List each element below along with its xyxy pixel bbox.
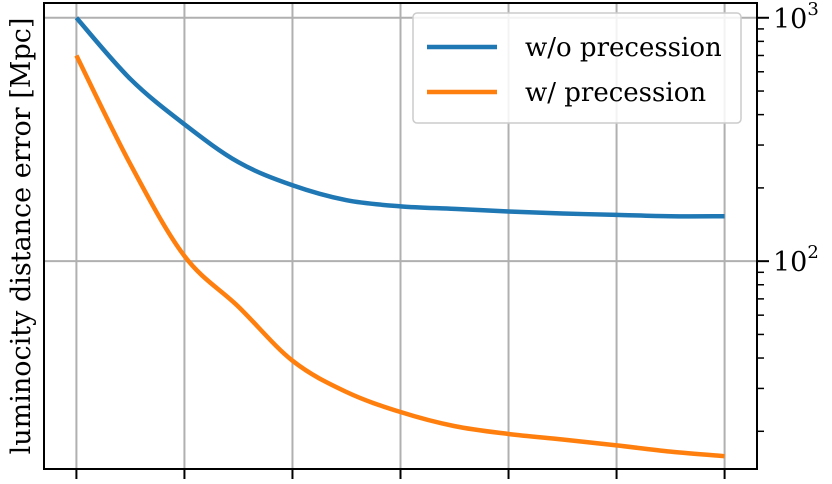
- y-tick-label: 102: [773, 242, 819, 278]
- y-tick-label: 103: [773, 0, 819, 35]
- legend-label-0: w/o precession: [525, 33, 722, 63]
- legend: w/o precession w/ precession: [412, 12, 742, 124]
- ticks: 102 103: [75, 0, 819, 479]
- legend-box: [412, 12, 742, 124]
- y-axis-label: luminocity distance error [Mpc]: [6, 18, 37, 455]
- legend-label-1: w/ precession: [525, 78, 706, 108]
- series-line-1: [74, 54, 725, 459]
- series-line-0: [74, 16, 725, 219]
- series-layer: [74, 16, 725, 459]
